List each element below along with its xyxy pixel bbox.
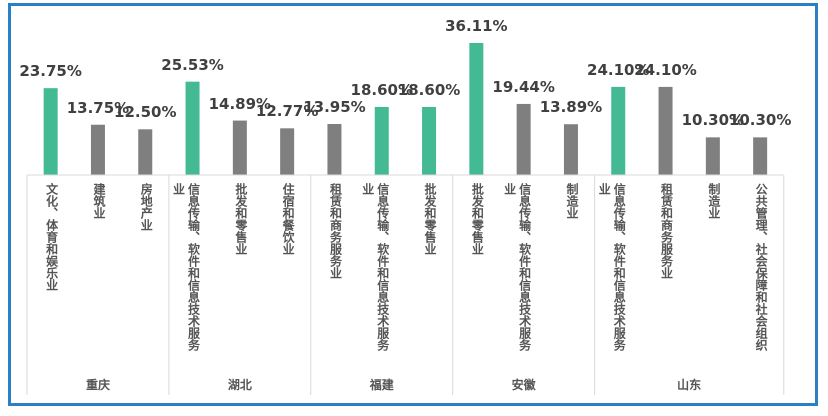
bar bbox=[705, 137, 720, 175]
category-tick-label: 住宿和餐饮业 bbox=[281, 183, 296, 255]
data-label: 13.75% bbox=[66, 98, 130, 117]
category-tick-label: 信息传输、软件和信息技术服务业 bbox=[502, 183, 532, 351]
data-label: 19.44% bbox=[492, 77, 555, 96]
category-tick-label: 文化、体育和娱乐业 bbox=[44, 183, 59, 291]
bar bbox=[232, 120, 247, 175]
category-tick-label: 批发和零售业 bbox=[470, 183, 485, 255]
category-tick-label: 批发和零售业 bbox=[233, 183, 248, 255]
group-label: 重庆 bbox=[85, 378, 110, 392]
bar bbox=[611, 86, 626, 175]
bar bbox=[516, 103, 531, 175]
data-label: 14.89% bbox=[208, 94, 272, 113]
bar bbox=[185, 81, 200, 175]
category-tick-label: 批发和零售业 bbox=[423, 183, 438, 255]
category-tick-label: 制造业 bbox=[706, 183, 721, 219]
data-label: 23.75% bbox=[19, 62, 82, 81]
data-label: 12.50% bbox=[114, 103, 177, 122]
data-label: 12.77% bbox=[255, 102, 319, 121]
category-tick-label: 建筑业 bbox=[91, 183, 106, 219]
bar bbox=[43, 88, 58, 175]
bar bbox=[374, 107, 389, 175]
data-label: 36.11% bbox=[445, 17, 508, 35]
chart-frame bbox=[8, 3, 818, 406]
data-label: 18.60% bbox=[397, 81, 461, 99]
bar bbox=[422, 107, 437, 175]
data-label: 10.30% bbox=[681, 111, 745, 130]
category-tick-label: 租赁和商务服务业 bbox=[659, 183, 674, 279]
bar bbox=[138, 129, 153, 175]
bar bbox=[327, 124, 342, 175]
bar bbox=[658, 86, 673, 175]
group-label: 山东 bbox=[677, 378, 702, 392]
data-label: 13.89% bbox=[539, 98, 603, 117]
data-label: 13.95% bbox=[303, 98, 366, 116]
data-label: 24.10% bbox=[634, 60, 697, 79]
category-tick-label: 房地产业 bbox=[139, 183, 154, 231]
data-label: 24.10% bbox=[587, 60, 650, 79]
bar bbox=[469, 43, 484, 175]
category-tick-label: 信息传输、软件和信息技术服务业 bbox=[597, 183, 627, 351]
category-tick-label: 信息传输、软件和信息技术服务业 bbox=[360, 183, 390, 351]
data-label: 18.60% bbox=[350, 81, 413, 99]
bar bbox=[753, 137, 768, 175]
category-tick-label: 信息传输、软件和信息技术服务业 bbox=[171, 183, 201, 351]
group-label: 湖北 bbox=[227, 378, 252, 392]
group-label: 安徽 bbox=[511, 378, 536, 392]
category-tick-label: 公共管理、社会保障和社会组织 bbox=[754, 183, 769, 351]
bar bbox=[90, 124, 105, 175]
data-label: 25.53% bbox=[161, 55, 224, 74]
category-tick-label: 租赁和商务服务业 bbox=[328, 183, 343, 279]
category-tick-label: 制造业 bbox=[564, 183, 579, 219]
bar bbox=[280, 128, 295, 175]
group-label: 福建 bbox=[369, 378, 394, 392]
bar bbox=[563, 124, 578, 175]
data-label: 10.30% bbox=[728, 111, 792, 130]
